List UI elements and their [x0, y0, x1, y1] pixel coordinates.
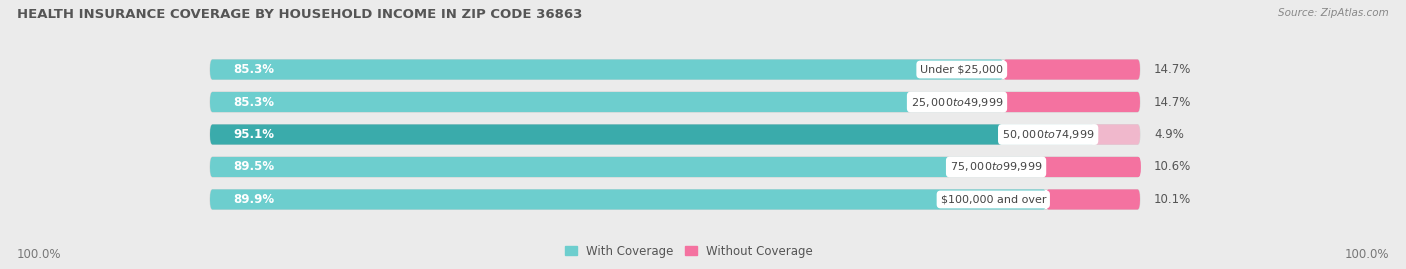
Text: $75,000 to $99,999: $75,000 to $99,999 — [950, 161, 1042, 174]
Text: 85.3%: 85.3% — [233, 63, 274, 76]
Text: 10.6%: 10.6% — [1154, 161, 1191, 174]
Text: $50,000 to $74,999: $50,000 to $74,999 — [1002, 128, 1094, 141]
Text: 100.0%: 100.0% — [1344, 248, 1389, 261]
FancyBboxPatch shape — [209, 125, 1140, 144]
Text: $25,000 to $49,999: $25,000 to $49,999 — [911, 95, 1004, 108]
Text: 89.9%: 89.9% — [233, 193, 274, 206]
Text: 89.5%: 89.5% — [233, 161, 274, 174]
Text: 14.7%: 14.7% — [1154, 63, 1191, 76]
FancyBboxPatch shape — [209, 125, 1094, 144]
Text: 14.7%: 14.7% — [1154, 95, 1191, 108]
Text: 100.0%: 100.0% — [17, 248, 62, 261]
Text: Under $25,000: Under $25,000 — [921, 65, 1004, 75]
Text: 4.9%: 4.9% — [1154, 128, 1184, 141]
Text: Source: ZipAtlas.com: Source: ZipAtlas.com — [1278, 8, 1389, 18]
FancyBboxPatch shape — [209, 59, 1140, 80]
Legend: With Coverage, Without Coverage: With Coverage, Without Coverage — [565, 245, 813, 258]
FancyBboxPatch shape — [209, 157, 1140, 177]
FancyBboxPatch shape — [209, 189, 1140, 210]
Text: 95.1%: 95.1% — [233, 128, 274, 141]
Text: HEALTH INSURANCE COVERAGE BY HOUSEHOLD INCOME IN ZIP CODE 36863: HEALTH INSURANCE COVERAGE BY HOUSEHOLD I… — [17, 8, 582, 21]
Text: 85.3%: 85.3% — [233, 95, 274, 108]
FancyBboxPatch shape — [209, 157, 1042, 177]
Text: $100,000 and over: $100,000 and over — [941, 194, 1046, 204]
FancyBboxPatch shape — [1004, 92, 1140, 112]
FancyBboxPatch shape — [209, 189, 1046, 210]
FancyBboxPatch shape — [1046, 189, 1140, 210]
FancyBboxPatch shape — [209, 92, 1140, 112]
FancyBboxPatch shape — [1004, 59, 1140, 80]
FancyBboxPatch shape — [209, 92, 1004, 112]
FancyBboxPatch shape — [209, 59, 1004, 80]
Text: 10.1%: 10.1% — [1154, 193, 1191, 206]
FancyBboxPatch shape — [1094, 125, 1140, 144]
FancyBboxPatch shape — [1042, 157, 1140, 177]
